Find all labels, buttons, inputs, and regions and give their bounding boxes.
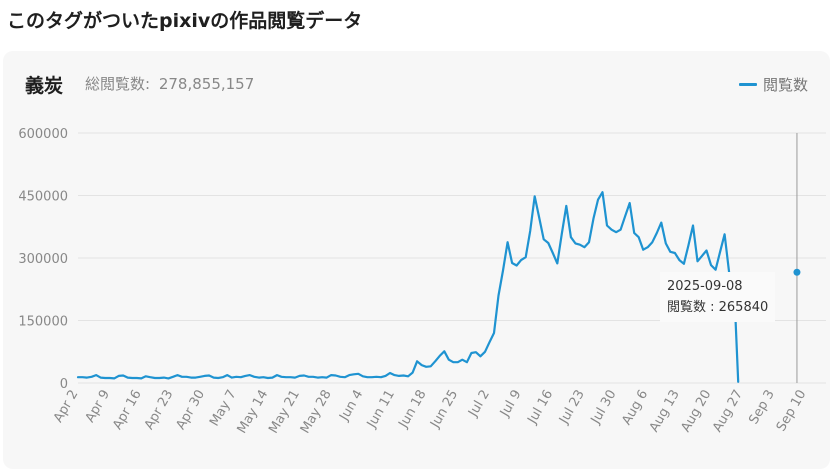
series-views: [76, 133, 801, 383]
x-tick-label: Apr 9: [83, 388, 113, 426]
tooltip-date: 2025-09-08: [667, 279, 743, 294]
total-views: 総閲覧数: 278,855,157: [85, 73, 254, 94]
x-tick-label: Sep 3: [746, 388, 777, 427]
x-tick-label: Apr 16: [110, 388, 145, 433]
y-tick-label: 150000: [18, 315, 68, 330]
x-tick-label: Jul 23: [556, 388, 588, 428]
x-tick-label: Aug 6: [619, 388, 651, 428]
x-tick-label: Apr 23: [142, 388, 177, 433]
x-tick-label: Jul 16: [525, 388, 557, 428]
x-tick-label: Jun 18: [396, 388, 430, 432]
legend-label: 閲覧数: [762, 76, 808, 94]
page-heading: このタグがついたpixivの作品閲覧データ: [7, 10, 363, 32]
chart-grid: [78, 132, 826, 384]
x-tick-label: May 7: [207, 388, 240, 430]
chart-legend[interactable]: 閲覧数: [738, 74, 808, 95]
y-axis: 0 150000 300000 450000 600000: [18, 127, 68, 392]
x-tick-label: Jul 9: [497, 388, 525, 421]
x-tick-label: Jun 25: [427, 388, 461, 432]
x-tick-label: May 28: [298, 388, 335, 437]
chart-tooltip: 2025-09-08 閲覧数 : 265840: [660, 272, 776, 322]
legend-swatch-icon: [738, 83, 757, 86]
tag-title: 義炭: [25, 75, 64, 97]
total-views-label: 総閲覧数:: [85, 75, 151, 93]
x-tick-label: Apr 2: [51, 388, 81, 426]
x-tick-label: Jul 2: [465, 388, 493, 421]
y-tick-label: 300000: [18, 252, 68, 267]
highlight-point: [793, 268, 801, 276]
y-tick-label: 600000: [18, 127, 68, 142]
x-tick-label: Sep 10: [774, 388, 810, 435]
y-tick-label: 450000: [18, 190, 68, 205]
x-tick-label: Jun 4: [336, 388, 366, 425]
tooltip-value: 閲覧数 : 265840: [667, 300, 769, 315]
x-tick-label: Aug 27: [710, 388, 746, 435]
y-tick-label: 0: [60, 377, 68, 392]
series-line: [76, 191, 740, 383]
x-tick-label: Jul 30: [588, 388, 620, 428]
x-tick-label: Apr 30: [173, 388, 208, 433]
chart-card: 義炭 総閲覧数: 278,855,157 閲覧数: [3, 51, 830, 469]
total-views-value: 278,855,157: [158, 75, 255, 93]
x-tick-label: Jun 11: [364, 388, 398, 432]
